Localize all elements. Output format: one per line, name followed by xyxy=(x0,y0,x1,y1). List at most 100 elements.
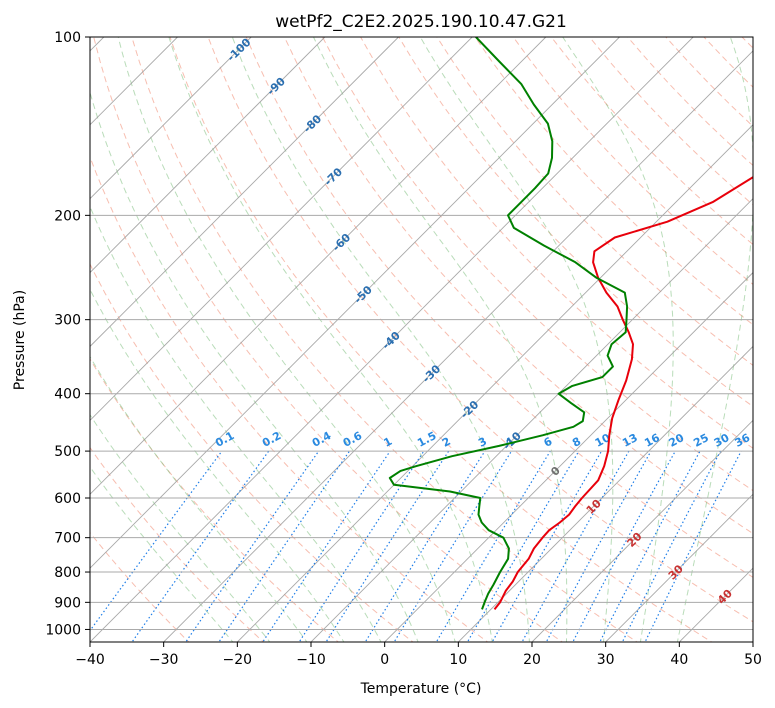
mixing-ratio-line xyxy=(364,450,486,642)
isotherm-line xyxy=(90,37,473,421)
moist-adiabat-line xyxy=(562,37,674,642)
moist-adiabat-line xyxy=(90,90,419,642)
mixing-ratio-label: 36 xyxy=(733,431,753,450)
mixing-ratio-label: 0.6 xyxy=(341,429,365,450)
isotherm-line xyxy=(458,345,753,642)
moist-adiabat-line xyxy=(90,413,271,642)
mixing-ratio-label: 25 xyxy=(691,431,711,450)
dry-adiabat-line xyxy=(550,37,753,246)
isotherm-line xyxy=(90,37,547,495)
x-tick-label: 30 xyxy=(597,652,615,668)
isotherm-line xyxy=(90,37,252,200)
isotherm-label: 40 xyxy=(715,587,735,607)
y-tick-label: 400 xyxy=(54,387,81,403)
isotherm-line xyxy=(605,493,753,642)
isotherm-line xyxy=(163,50,753,642)
axes: −40 −30 −20 −10 0 10 20 30 40 5010020030040050060… xyxy=(45,30,762,668)
y-tick-label: 300 xyxy=(54,313,81,329)
isotherm-label: -100 xyxy=(225,35,254,64)
dry-adiabat-line xyxy=(741,37,753,49)
mixing-ratio-line xyxy=(599,450,701,642)
mixing-ratio-label: 6 xyxy=(542,435,555,450)
isotherm-line xyxy=(90,37,694,642)
y-tick-label: 200 xyxy=(54,208,81,224)
isotherm-line xyxy=(90,37,399,348)
dry-adiabat-line xyxy=(589,37,753,206)
mixing-ratio-label: 0.2 xyxy=(260,429,283,450)
mixing-ratio-line xyxy=(572,450,676,642)
dry-adiabat-line xyxy=(474,37,753,326)
dry-adiabat-line xyxy=(322,37,753,492)
chart-title: wetPf2_C2E2.2025.190.10.47.G21 xyxy=(275,12,567,32)
isotherm-line xyxy=(90,37,326,274)
mixing-ratio-label: 0.4 xyxy=(310,429,334,450)
dry-adiabat-line xyxy=(703,37,753,88)
y-tick-label: 500 xyxy=(54,444,81,460)
temperature-profile-line xyxy=(493,175,753,611)
x-tick-label: 0 xyxy=(380,652,389,668)
x-tick-label: 50 xyxy=(744,652,762,668)
y-tick-label: 1000 xyxy=(45,622,81,638)
mixing-ratio-line xyxy=(90,450,223,632)
dry-adiabat-line xyxy=(436,37,753,367)
moist-adiabat-line xyxy=(168,37,493,642)
dry-adiabat-line xyxy=(90,155,489,642)
isotherm-label: 10 xyxy=(584,497,604,517)
mixing-ratio-label: 13 xyxy=(620,431,640,450)
moist-adiabat-line xyxy=(419,37,614,642)
mixing-ratio-label: 20 xyxy=(667,431,687,450)
dry-adiabat-line xyxy=(90,262,414,642)
moist-adiabat-line xyxy=(90,355,308,642)
dewpoint-profile-line xyxy=(388,37,629,610)
isotherm-line xyxy=(679,567,753,642)
mixing-ratio-line xyxy=(298,450,425,642)
x-tick-label: −40 xyxy=(75,652,105,668)
isotherm-line xyxy=(752,641,753,642)
dry-adiabat-line xyxy=(283,37,753,535)
mixing-ratio-line xyxy=(185,450,320,642)
mixing-ratio-line xyxy=(131,450,270,642)
mixing-ratio-line xyxy=(466,450,580,642)
dry-adiabat-line xyxy=(90,446,265,642)
x-tick-label: −30 xyxy=(149,652,179,668)
y-tick-label: 900 xyxy=(54,595,81,611)
mixing-ratio-line xyxy=(644,450,742,642)
mixing-ratio-line xyxy=(325,450,450,642)
mixing-ratio-label: 0.1 xyxy=(213,429,236,450)
mixing-ratio-line xyxy=(262,450,391,642)
moist-adiabat-line xyxy=(90,466,234,642)
isotherm-line xyxy=(237,124,753,642)
mixing-ratio-label: 3 xyxy=(476,435,489,450)
mixing-ratio-label: 1 xyxy=(381,435,394,450)
x-tick-label: 40 xyxy=(670,652,688,668)
x-tick-label: −10 xyxy=(296,652,326,668)
y-tick-label: 800 xyxy=(54,565,81,581)
mixing-ratio-line xyxy=(218,450,350,642)
y-axis-label: Pressure (hPa) xyxy=(12,290,28,390)
dry-adiabat-line xyxy=(169,37,713,642)
y-tick-label: 100 xyxy=(54,30,81,46)
isotherm-label: 20 xyxy=(625,530,645,550)
dry-adiabat-line xyxy=(512,37,753,285)
plot-frame xyxy=(89,36,754,643)
isotherm-label: 0 xyxy=(548,464,563,479)
dry-adiabat-line xyxy=(245,37,753,578)
mixing-ratio-label: 16 xyxy=(642,431,662,450)
x-tick-label: 20 xyxy=(523,652,541,668)
isotherm-line xyxy=(384,271,753,642)
x-axis-label: Temperature (°C) xyxy=(360,681,482,697)
y-tick-label: 700 xyxy=(54,531,81,547)
plot-area: 0.1 0.2 0.4 0.6 1 1.5 2 3 4 6 8 10 13 16 20 25 30 36-100-… xyxy=(90,35,753,642)
dry-adiabat-line xyxy=(90,357,339,642)
x-tick-label: −20 xyxy=(223,652,253,668)
mixing-ratio-line xyxy=(393,450,513,642)
isotherm-line xyxy=(90,37,620,569)
y-tick-label: 600 xyxy=(54,491,81,507)
mixing-ratio-line xyxy=(621,450,722,642)
x-tick-label: 10 xyxy=(449,652,467,668)
dry-adiabat-line xyxy=(360,37,753,449)
mixing-ratio-label: 30 xyxy=(712,431,732,450)
moist-adiabat-line xyxy=(90,205,382,642)
isotherm-line xyxy=(310,198,753,642)
